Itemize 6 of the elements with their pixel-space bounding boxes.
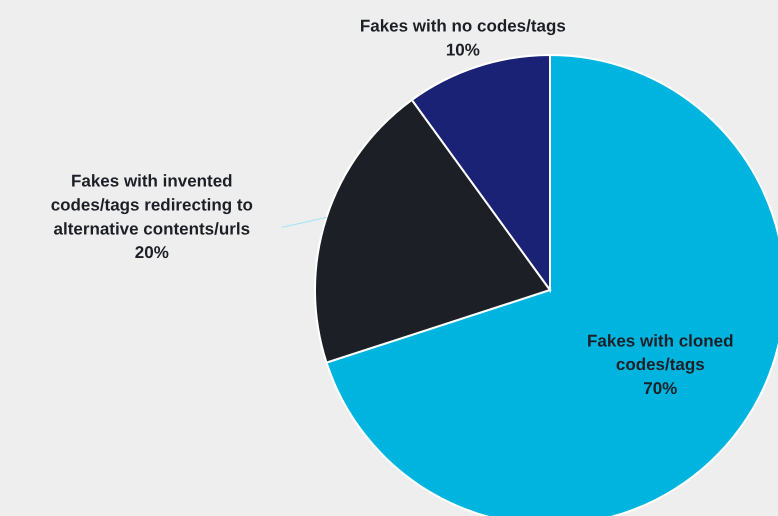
- slice-label: Fakes with no codes/tags: [360, 16, 566, 36]
- data-label: 70%: [643, 378, 678, 398]
- slice-label: Fakes with invented codes/tags redirecting to alternative contents/urls: [50, 172, 253, 238]
- slice-label: Fakes with cloned codes/tags: [587, 331, 734, 374]
- data-label: 10%: [446, 40, 480, 60]
- data-label: 20%: [134, 243, 169, 262]
